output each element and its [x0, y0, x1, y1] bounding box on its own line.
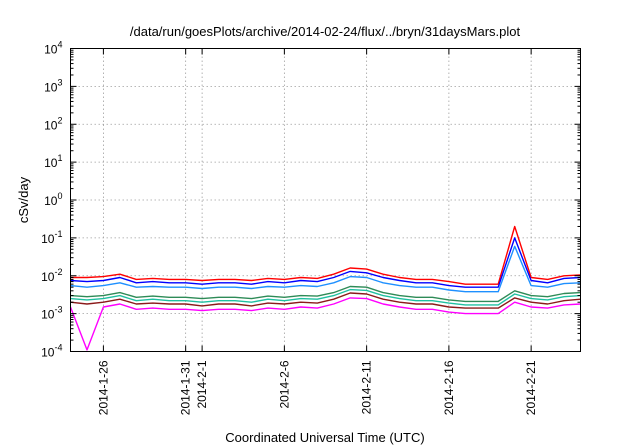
y-tick-label: 101: [44, 153, 62, 170]
x-axis-label: Coordinated Universal Time (UTC): [225, 430, 424, 445]
chart-title: /data/run/goesPlots/archive/2014-02-24/f…: [130, 24, 521, 39]
y-axis-label: cSv/day: [16, 176, 31, 223]
series-group: [69, 225, 581, 351]
series-line-6: [70, 292, 581, 309]
x-tick-labels: 2014-1-26 2014-1-31 2014-2-1 2014-2-6 2014-2…: [96, 360, 538, 415]
series-line-3: [70, 245, 581, 293]
x-tick-label: 2014-2-16: [442, 360, 456, 415]
y-tick-label: 10-4: [41, 343, 62, 360]
y-tick-label: 10-3: [41, 305, 62, 322]
x-tick-label: 2014-2-21: [524, 360, 538, 415]
y-tick-label: 102: [44, 115, 62, 132]
series-line-7: [69, 297, 581, 351]
y-tick-label: 10-2: [41, 267, 62, 284]
y-tick-label: 100: [44, 191, 62, 208]
y-tick-label: 104: [44, 40, 62, 57]
series-line-1: [70, 225, 581, 285]
series-line-2: [70, 237, 581, 288]
series-line-5: [70, 288, 581, 306]
x-tick-label: 2014-2-6: [277, 360, 291, 408]
x-tick-label: 2014-1-31: [179, 360, 193, 415]
axis-ticks: [70, 48, 581, 352]
series-line-4: [70, 285, 581, 303]
x-tick-label: 2014-1-26: [96, 360, 110, 415]
x-tick-label: 2014-2-1: [195, 360, 209, 408]
y-tick-labels: 10-4 10-3 10-2 10-1 100 101 102 103 104: [41, 40, 62, 360]
y-tick-label: 103: [44, 77, 62, 94]
x-tick-label: 2014-2-11: [360, 360, 374, 414]
y-tick-label: 10-1: [41, 229, 62, 246]
